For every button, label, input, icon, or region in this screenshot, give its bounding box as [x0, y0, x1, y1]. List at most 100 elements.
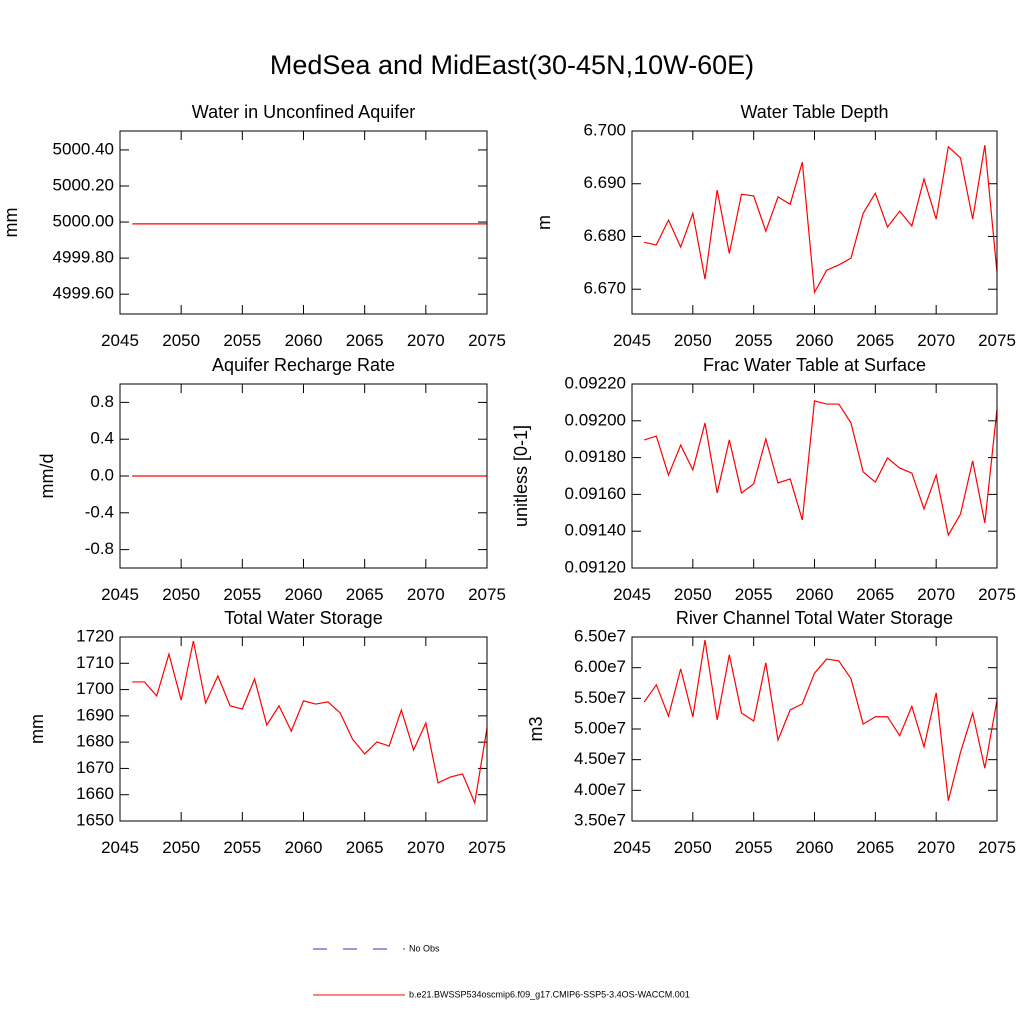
y-tick-label: 0.4	[90, 429, 114, 448]
y-tick-label: 6.00e7	[574, 657, 626, 676]
panel: River Channel Total Water Storage m3 3.50e…	[526, 608, 1016, 857]
y-tick-label: 5000.20	[53, 175, 114, 194]
x-tick-label: 2075	[468, 838, 506, 857]
legend-label: No Obs	[409, 943, 440, 953]
figure-title: MedSea and MidEast(30-45N,10W-60E)	[270, 50, 754, 80]
x-tick-label: 2060	[285, 838, 323, 857]
y-tick-label: 5.50e7	[574, 688, 626, 707]
x-tick-label: 2070	[407, 331, 445, 350]
x-tick-label: 2075	[978, 585, 1016, 604]
y-tick-label: 5.00e7	[574, 718, 626, 737]
data-line	[643, 400, 998, 537]
x-tick-label: 2050	[674, 331, 712, 350]
panel-title: Water in Unconfined Aquifer	[192, 102, 415, 122]
y-tick-label: 0.09160	[565, 484, 626, 503]
y-axis-label: mm	[27, 714, 47, 744]
y-tick-label: -0.8	[85, 539, 114, 558]
data-line	[643, 639, 998, 801]
panel: Total Water Storage mm 1650 1660 1670 1680 169…	[27, 608, 506, 857]
y-tick-label: 0.09220	[565, 373, 626, 392]
x-tick-label: 2045	[613, 838, 651, 857]
y-tick-label: 0.09120	[565, 557, 626, 576]
y-axis-label: mm	[1, 208, 21, 238]
x-tick-label: 2065	[346, 838, 384, 857]
y-tick-label: 5000.00	[53, 212, 114, 231]
y-tick-label: 1650	[76, 810, 114, 829]
x-tick-label: 2045	[613, 331, 651, 350]
y-tick-label: 1670	[76, 758, 114, 777]
x-tick-label: 2055	[735, 838, 773, 857]
panel: Water Table Depth m 6.670 6.680 6.690 6.700 20…	[534, 102, 1016, 350]
y-tick-label: 1720	[76, 626, 114, 645]
x-tick-label: 2070	[917, 331, 955, 350]
x-tick-label: 2060	[796, 585, 834, 604]
y-tick-label: 0.09180	[565, 447, 626, 466]
x-tick-label: 2050	[162, 585, 200, 604]
y-tick-label: 0.09140	[565, 521, 626, 540]
x-tick-label: 2060	[796, 331, 834, 350]
x-tick-label: 2045	[613, 585, 651, 604]
y-tick-label: 4999.80	[53, 248, 114, 267]
plot-frame	[631, 383, 998, 569]
panel-title: Frac Water Table at Surface	[703, 355, 926, 375]
x-tick-label: 2075	[468, 331, 506, 350]
x-tick-label: 2045	[101, 331, 139, 350]
panel-title: River Channel Total Water Storage	[676, 608, 953, 628]
y-tick-label: 1660	[76, 784, 114, 803]
y-tick-label: 1700	[76, 679, 114, 698]
x-tick-label: 2055	[735, 331, 773, 350]
panel-title: Aquifer Recharge Rate	[212, 355, 395, 375]
x-tick-label: 2055	[223, 331, 261, 350]
x-tick-label: 2050	[674, 585, 712, 604]
plot-frame	[119, 636, 488, 822]
y-axis-label: m3	[526, 716, 546, 741]
panel-title: Water Table Depth	[740, 102, 888, 122]
x-tick-label: 2065	[856, 838, 894, 857]
y-axis-label: mm/d	[37, 454, 57, 499]
y-axis-label: m	[534, 215, 554, 230]
y-tick-label: 6.700	[583, 120, 626, 139]
x-tick-label: 2075	[978, 331, 1016, 350]
x-tick-label: 2065	[346, 331, 384, 350]
x-tick-label: 2045	[101, 838, 139, 857]
panel: Aquifer Recharge Rate mm/d -0.8 -0.4 0.0 0.4 0…	[37, 355, 506, 604]
y-tick-label: 6.670	[583, 279, 626, 298]
y-tick-label: 6.690	[583, 173, 626, 192]
y-tick-label: -0.4	[85, 502, 114, 521]
y-tick-label: 3.50e7	[574, 810, 626, 829]
data-line	[644, 145, 998, 295]
y-tick-label: 6.50e7	[574, 626, 626, 645]
y-tick-label: 0.8	[90, 392, 114, 411]
x-tick-label: 2070	[917, 585, 955, 604]
panel-title: Total Water Storage	[224, 608, 382, 628]
y-tick-label: 0.0	[90, 465, 114, 484]
x-tick-label: 2065	[856, 585, 894, 604]
legend-label: b.e21.BWSSP534oscmip6.f09_g17.CMIP6-SSP5…	[409, 989, 690, 999]
x-tick-label: 2070	[407, 838, 445, 857]
plot-frame	[631, 130, 998, 315]
y-tick-label: 1690	[76, 705, 114, 724]
x-tick-label: 2050	[162, 331, 200, 350]
x-tick-label: 2065	[346, 585, 384, 604]
x-tick-label: 2060	[285, 331, 323, 350]
y-axis-label: unitless [0-1]	[511, 425, 531, 527]
y-tick-label: 5000.40	[53, 139, 114, 158]
x-tick-label: 2055	[223, 585, 261, 604]
x-tick-label: 2050	[162, 838, 200, 857]
panel: Frac Water Table at Surface unitless [0-1…	[511, 355, 1016, 604]
y-tick-label: 1710	[76, 653, 114, 672]
plot-frame	[119, 383, 488, 569]
y-tick-label: 4999.60	[53, 284, 114, 303]
y-tick-label: 0.09200	[565, 410, 626, 429]
x-tick-label: 2045	[101, 585, 139, 604]
plot-frame	[119, 130, 488, 315]
y-tick-label: 1680	[76, 732, 114, 751]
y-tick-label: 6.680	[583, 226, 626, 245]
x-tick-label: 2050	[674, 838, 712, 857]
x-tick-label: 2070	[917, 838, 955, 857]
y-tick-label: 4.50e7	[574, 749, 626, 768]
x-tick-label: 2060	[285, 585, 323, 604]
data-line	[132, 640, 488, 806]
x-tick-label: 2065	[856, 331, 894, 350]
